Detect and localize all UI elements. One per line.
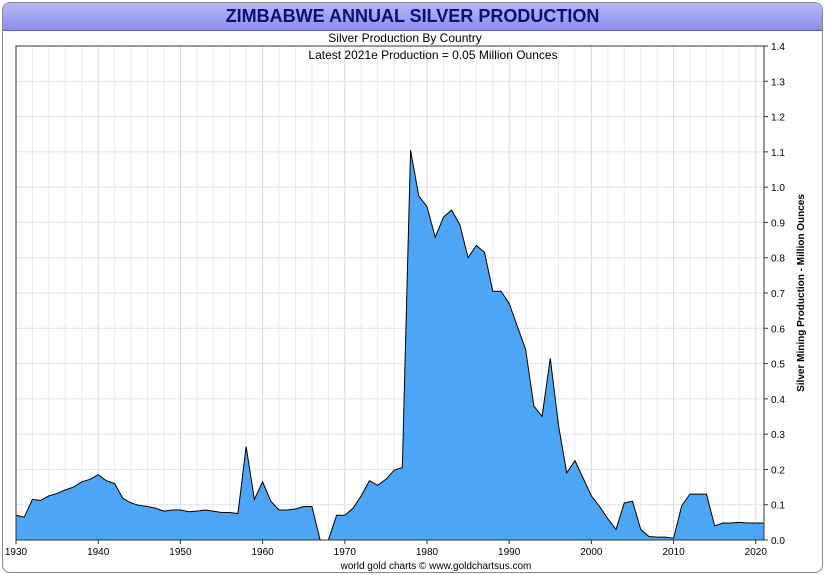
x-tick-label: 2020 bbox=[745, 547, 768, 558]
x-tick-label: 1930 bbox=[5, 547, 28, 558]
y-tick-label: 1.4 bbox=[771, 42, 785, 53]
y-tick-label: 0.4 bbox=[771, 395, 785, 406]
y-tick-label: 0.0 bbox=[771, 536, 785, 547]
y-tick-label: 0.5 bbox=[771, 360, 785, 371]
x-tick-label: 1940 bbox=[87, 547, 110, 558]
x-tick-label: 1980 bbox=[416, 547, 439, 558]
y-tick-label: 1.0 bbox=[771, 183, 785, 194]
x-tick-label: 1960 bbox=[251, 547, 274, 558]
x-tick-label: 1990 bbox=[498, 547, 521, 558]
x-tick-label: 1950 bbox=[169, 547, 192, 558]
y-tick-label: 0.2 bbox=[771, 465, 785, 476]
chart-footer: world gold charts © www.goldchartsus.com bbox=[340, 561, 532, 572]
chart-svg: 0.0 0.1 0.2 0.3 0.4 0.5 0.6 0.7 0.8 0.9 1.0 1.1 1.2 1… bbox=[5, 31, 807, 572]
y-tick-label: 0.9 bbox=[771, 218, 785, 229]
y-tick-label: 0.8 bbox=[771, 254, 785, 265]
x-tick-label: 2010 bbox=[662, 547, 685, 558]
plot-border bbox=[15, 45, 765, 541]
y-axis-ticks: 0.0 0.1 0.2 0.3 0.4 0.5 0.6 0.7 0.8 0.9 1.0 1.1 1.2 1… bbox=[764, 42, 785, 547]
y-axis-label: Silver Mining Production - Million Ounce… bbox=[796, 194, 807, 392]
title-bar: ZIMBABWE ANNUAL SILVER PRODUCTION bbox=[3, 3, 822, 31]
x-tick-label: 1970 bbox=[334, 547, 357, 558]
production-line bbox=[15, 150, 764, 541]
y-tick-label: 1.1 bbox=[771, 148, 785, 159]
x-axis-ticks: 1930 1940 1950 1960 1970 1980 1990 2000 2010 2020 bbox=[5, 540, 767, 558]
chart-title: ZIMBABWE ANNUAL SILVER PRODUCTION bbox=[225, 6, 600, 26]
chart-subtitle: Silver Production By Country bbox=[328, 31, 481, 45]
y-tick-label: 0.3 bbox=[771, 430, 785, 441]
y-tick-label: 1.3 bbox=[771, 77, 785, 88]
latest-production-annotation: Latest 2021e Production = 0.05 Million O… bbox=[308, 48, 557, 62]
y-tick-label: 1.2 bbox=[771, 113, 785, 124]
production-area bbox=[16, 150, 764, 540]
y-tick-label: 0.6 bbox=[771, 324, 785, 335]
y-tick-label: 0.7 bbox=[771, 289, 785, 300]
grid-lines bbox=[16, 45, 764, 541]
x-tick-label: 2000 bbox=[580, 547, 603, 558]
y-tick-label: 0.1 bbox=[771, 501, 785, 512]
